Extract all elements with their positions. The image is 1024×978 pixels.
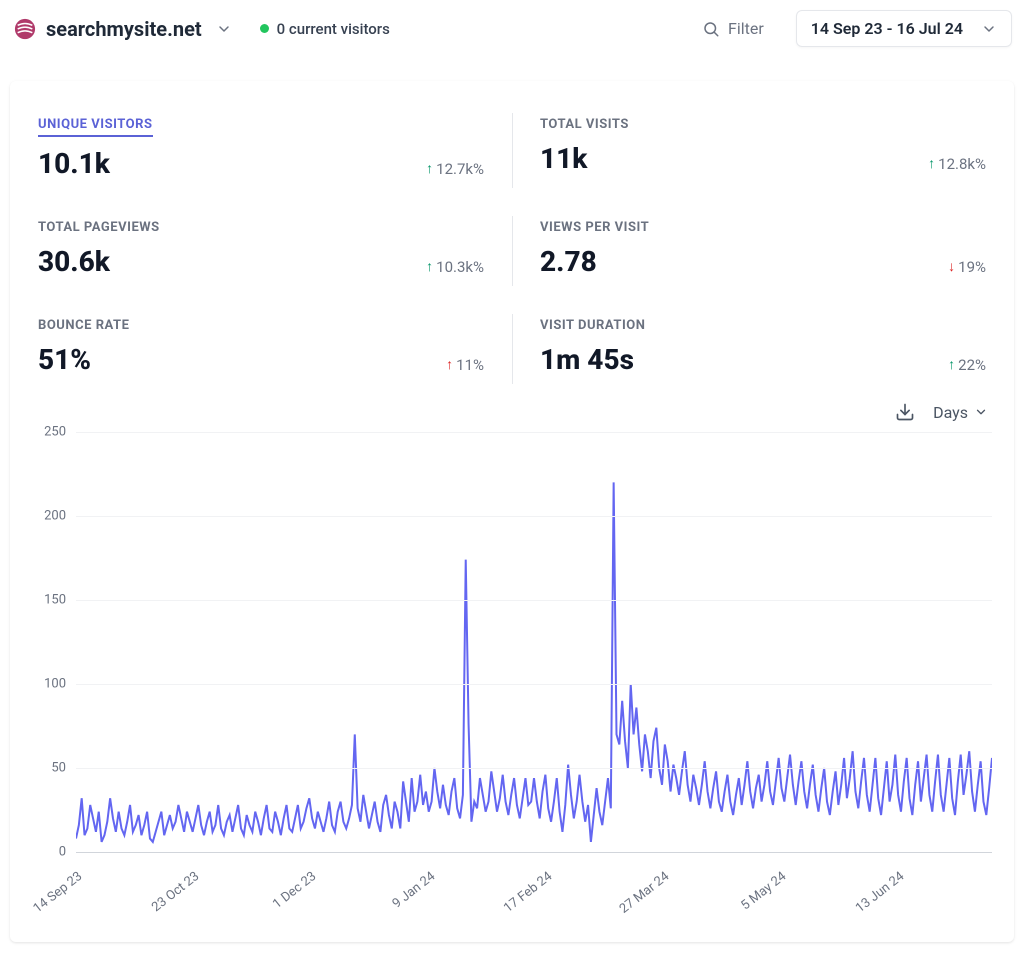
metric-row: 30.6k ↑ 10.3k% — [38, 245, 484, 278]
current-visitors[interactable]: 0 current visitors — [260, 20, 390, 38]
gridline — [76, 432, 992, 433]
gridline — [76, 768, 992, 769]
gridline — [76, 684, 992, 685]
delta-text: 10.3k% — [436, 258, 484, 276]
x-tick: 13 Jun 24 — [853, 869, 907, 916]
metric-delta: ↓ 19% — [948, 258, 986, 276]
y-tick: 0 — [32, 845, 72, 860]
y-tick: 100 — [32, 677, 72, 692]
metric-views_per_visit[interactable]: VIEWS PER VISIT 2.78 ↓ 19% — [512, 202, 1014, 300]
metric-label: VISIT DURATION — [540, 318, 645, 333]
arrow-down-icon: ↓ — [948, 260, 955, 274]
download-button[interactable] — [895, 402, 915, 422]
delta-text: 19% — [958, 258, 986, 276]
download-icon — [895, 402, 915, 422]
site-dropdown[interactable] — [212, 21, 236, 37]
granularity-label: Days — [933, 403, 968, 422]
divider — [512, 216, 513, 286]
arrow-up-icon: ↑ — [426, 260, 433, 274]
date-range-text: 14 Sep 23 - 16 Jul 24 — [811, 19, 963, 38]
analytics-card: UNIQUE VISITORS 10.1k ↑ 12.7k% TOTAL VISITS… — [10, 81, 1014, 942]
y-tick: 200 — [32, 509, 72, 524]
gridline — [76, 516, 992, 517]
chevron-down-icon — [981, 21, 997, 37]
chart-x-axis: 14 Sep 2323 Oct 231 Dec 239 Jan 2417 Feb… — [76, 852, 992, 912]
baseline — [76, 852, 992, 853]
filter-button[interactable]: Filter — [692, 13, 774, 44]
delta-text: 12.8k% — [938, 155, 986, 173]
metric-unique_visitors[interactable]: UNIQUE VISITORS 10.1k ↑ 12.7k% — [10, 99, 512, 202]
current-visitors-text: 0 current visitors — [277, 20, 390, 38]
metric-delta: ↑ 12.8k% — [928, 155, 986, 173]
site-name[interactable]: searchmysite.net — [46, 17, 202, 41]
metric-delta: ↑ 11% — [446, 356, 484, 374]
granularity-dropdown[interactable]: Days — [933, 403, 988, 422]
metric-label: UNIQUE VISITORS — [38, 117, 153, 137]
metric-label: TOTAL VISITS — [540, 117, 629, 132]
site-logo-icon — [14, 18, 36, 40]
metric-row: 51% ↑ 11% — [38, 343, 484, 376]
metric-value: 2.78 — [540, 245, 597, 278]
delta-text: 12.7k% — [436, 160, 484, 178]
delta-text: 22% — [958, 356, 986, 374]
divider — [512, 314, 513, 384]
metric-row: 11k ↑ 12.8k% — [540, 142, 986, 175]
metric-bounce_rate[interactable]: BOUNCE RATE 51% ↑ 11% — [10, 300, 512, 398]
arrow-up-icon: ↑ — [928, 157, 935, 171]
metric-visit_duration[interactable]: VISIT DURATION 1m 45s ↑ 22% — [512, 300, 1014, 398]
metric-label: BOUNCE RATE — [38, 318, 129, 333]
metric-value: 30.6k — [38, 245, 110, 278]
metric-row: 10.1k ↑ 12.7k% — [38, 147, 484, 180]
visitors-chart: 050100150200250 14 Sep 2323 Oct 231 Dec … — [32, 432, 992, 912]
metrics-grid: UNIQUE VISITORS 10.1k ↑ 12.7k% TOTAL VISITS… — [10, 99, 1014, 398]
metric-value: 11k — [540, 142, 587, 175]
gridline — [76, 600, 992, 601]
x-tick: 5 May 24 — [739, 869, 790, 913]
arrow-up-icon: ↑ — [426, 162, 433, 176]
x-tick: 23 Oct 23 — [149, 869, 202, 915]
metric-delta: ↑ 12.7k% — [426, 160, 484, 178]
x-tick: 1 Dec 23 — [271, 869, 320, 912]
metric-value: 1m 45s — [540, 343, 634, 376]
y-tick: 150 — [32, 593, 72, 608]
chart-plot — [76, 432, 992, 852]
metric-total_pageviews[interactable]: TOTAL PAGEVIEWS 30.6k ↑ 10.3k% — [10, 202, 512, 300]
x-tick: 27 Mar 24 — [617, 869, 672, 917]
y-tick: 50 — [32, 761, 72, 776]
topbar: searchmysite.net 0 current visitors Filt… — [0, 0, 1024, 57]
chart-controls: Days — [10, 398, 1014, 424]
arrow-up-icon: ↑ — [446, 358, 453, 372]
chart-y-axis: 050100150200250 — [32, 432, 72, 852]
filter-label: Filter — [728, 19, 764, 38]
y-tick: 250 — [32, 425, 72, 440]
chevron-down-icon — [974, 405, 988, 419]
metric-label: VIEWS PER VISIT — [540, 220, 649, 235]
metric-delta: ↑ 22% — [948, 356, 986, 374]
x-tick: 14 Sep 23 — [31, 869, 86, 916]
x-tick: 9 Jan 24 — [389, 869, 437, 911]
metric-value: 51% — [38, 343, 91, 376]
chart-line — [76, 432, 992, 852]
delta-text: 11% — [456, 356, 484, 374]
metric-value: 10.1k — [38, 147, 110, 180]
status-dot-icon — [260, 24, 269, 33]
metric-row: 2.78 ↓ 19% — [540, 245, 986, 278]
metric-row: 1m 45s ↑ 22% — [540, 343, 986, 376]
date-range-picker[interactable]: 14 Sep 23 - 16 Jul 24 — [796, 10, 1012, 47]
metric-label: TOTAL PAGEVIEWS — [38, 220, 160, 235]
arrow-up-icon: ↑ — [948, 358, 955, 372]
metric-total_visits[interactable]: TOTAL VISITS 11k ↑ 12.8k% — [512, 99, 1014, 202]
divider — [512, 113, 513, 188]
x-tick: 17 Feb 24 — [501, 869, 555, 916]
metric-delta: ↑ 10.3k% — [426, 258, 484, 276]
